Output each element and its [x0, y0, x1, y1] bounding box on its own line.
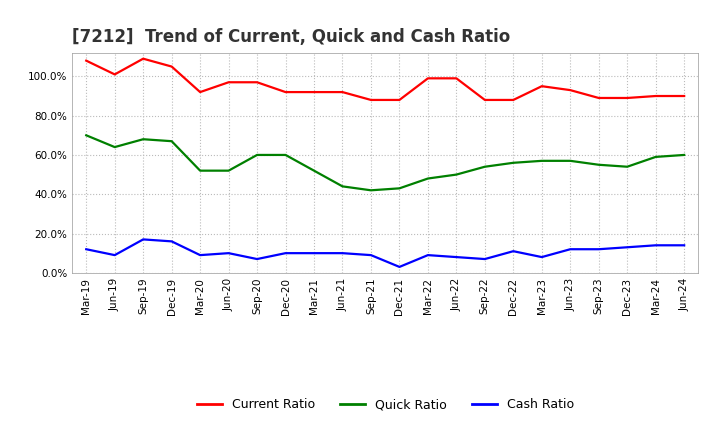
Cash Ratio [595, 246, 603, 252]
Quick Ratio [139, 136, 148, 142]
Quick Ratio [595, 162, 603, 167]
Current Ratio [82, 58, 91, 63]
Quick Ratio [225, 168, 233, 173]
Cash Ratio [509, 249, 518, 254]
Current Ratio [139, 56, 148, 61]
Cash Ratio [423, 253, 432, 258]
Current Ratio [395, 97, 404, 103]
Quick Ratio [423, 176, 432, 181]
Current Ratio [623, 95, 631, 101]
Quick Ratio [537, 158, 546, 164]
Current Ratio [566, 88, 575, 93]
Cash Ratio [537, 254, 546, 260]
Quick Ratio [652, 154, 660, 160]
Current Ratio [282, 89, 290, 95]
Cash Ratio [395, 264, 404, 270]
Quick Ratio [338, 184, 347, 189]
Quick Ratio [366, 187, 375, 193]
Cash Ratio [196, 253, 204, 258]
Cash Ratio [282, 250, 290, 256]
Quick Ratio [110, 144, 119, 150]
Current Ratio [680, 93, 688, 99]
Cash Ratio [167, 239, 176, 244]
Current Ratio [253, 80, 261, 85]
Current Ratio [110, 72, 119, 77]
Current Ratio [423, 76, 432, 81]
Cash Ratio [82, 246, 91, 252]
Quick Ratio [452, 172, 461, 177]
Current Ratio [595, 95, 603, 101]
Quick Ratio [480, 164, 489, 169]
Current Ratio [310, 89, 318, 95]
Line: Cash Ratio: Cash Ratio [86, 239, 684, 267]
Legend: Current Ratio, Quick Ratio, Cash Ratio: Current Ratio, Quick Ratio, Cash Ratio [192, 393, 579, 416]
Current Ratio [225, 80, 233, 85]
Cash Ratio [566, 246, 575, 252]
Quick Ratio [82, 132, 91, 138]
Current Ratio [509, 97, 518, 103]
Quick Ratio [196, 168, 204, 173]
Current Ratio [480, 97, 489, 103]
Quick Ratio [167, 139, 176, 144]
Cash Ratio [452, 254, 461, 260]
Cash Ratio [110, 253, 119, 258]
Current Ratio [452, 76, 461, 81]
Quick Ratio [282, 152, 290, 158]
Cash Ratio [480, 257, 489, 262]
Text: [7212]  Trend of Current, Quick and Cash Ratio: [7212] Trend of Current, Quick and Cash … [72, 28, 510, 46]
Quick Ratio [623, 164, 631, 169]
Current Ratio [652, 93, 660, 99]
Line: Current Ratio: Current Ratio [86, 59, 684, 100]
Cash Ratio [366, 253, 375, 258]
Cash Ratio [680, 243, 688, 248]
Current Ratio [196, 89, 204, 95]
Cash Ratio [338, 250, 347, 256]
Cash Ratio [623, 245, 631, 250]
Quick Ratio [395, 186, 404, 191]
Cash Ratio [310, 250, 318, 256]
Quick Ratio [680, 152, 688, 158]
Cash Ratio [139, 237, 148, 242]
Current Ratio [338, 89, 347, 95]
Cash Ratio [253, 257, 261, 262]
Quick Ratio [566, 158, 575, 164]
Current Ratio [537, 84, 546, 89]
Cash Ratio [225, 250, 233, 256]
Quick Ratio [509, 160, 518, 165]
Cash Ratio [652, 243, 660, 248]
Quick Ratio [253, 152, 261, 158]
Line: Quick Ratio: Quick Ratio [86, 135, 684, 190]
Current Ratio [366, 97, 375, 103]
Current Ratio [167, 64, 176, 69]
Quick Ratio [310, 168, 318, 173]
